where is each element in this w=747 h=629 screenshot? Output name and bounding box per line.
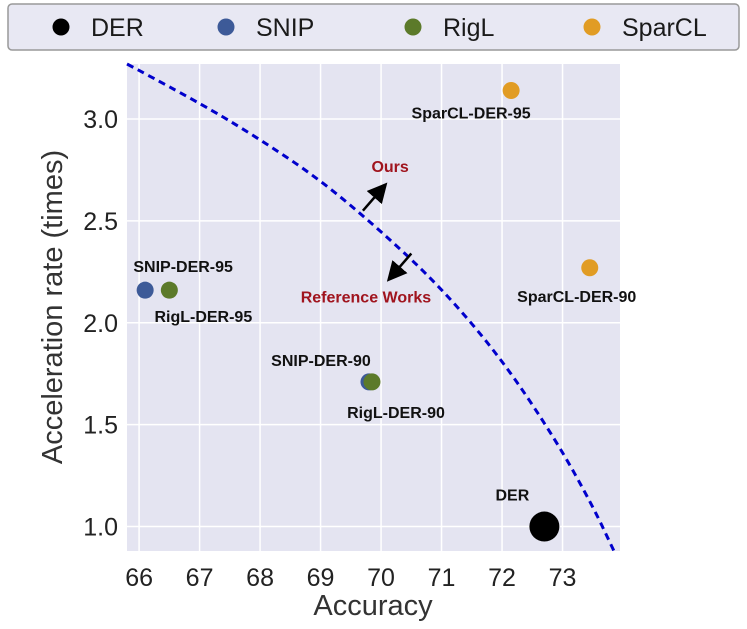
annotation-arrow-reference-works xyxy=(386,252,413,282)
point-rigl-der-90 xyxy=(363,373,381,391)
y-tick-label: 1.0 xyxy=(83,514,118,542)
annotation-ours: Ours xyxy=(371,159,408,176)
y-tick-label: 3.0 xyxy=(83,106,118,134)
point-label-snip-der-95: SNIP-DER-95 xyxy=(133,259,233,276)
x-tick-label: 73 xyxy=(549,564,577,592)
x-tick-label: 71 xyxy=(428,564,456,592)
y-axis-ticks: 1.0 1.5 2.0 2.5 3.0 xyxy=(83,106,118,542)
point-sparcl-der-95 xyxy=(502,81,520,99)
legend-label-der: DER xyxy=(91,14,144,42)
point-snip-der-95 xyxy=(136,281,154,299)
x-tick-label: 69 xyxy=(307,564,335,592)
legend-marker-sparcl xyxy=(583,18,601,36)
legend-marker-der xyxy=(52,18,70,36)
point-label-snip-der-90: SNIP-DER-90 xyxy=(271,353,371,370)
legend-label-snip: SNIP xyxy=(256,14,314,42)
point-der xyxy=(529,511,560,542)
legend-marker-rigl xyxy=(404,18,422,36)
y-tick-label: 2.0 xyxy=(83,310,118,338)
legend-marker-snip xyxy=(217,18,235,36)
grid xyxy=(127,64,620,551)
data-points xyxy=(136,81,599,542)
annotation-reference-works: Reference Works xyxy=(301,289,432,306)
legend-label-rigl: RigL xyxy=(443,14,495,42)
point-rigl-der-95 xyxy=(160,281,178,299)
x-tick-label: 68 xyxy=(246,564,274,592)
legend-box xyxy=(7,3,740,51)
plot-background xyxy=(127,64,620,551)
y-tick-label: 1.5 xyxy=(83,412,118,440)
point-label-der: DER xyxy=(495,488,529,505)
point-labels: DER SNIP-DER-95 SNIP-DER-90 RigL-DER-95 RigL… xyxy=(133,105,636,504)
legend-label-sparcl: SparCL xyxy=(622,14,707,42)
annotations: Ours Reference Works xyxy=(301,159,432,306)
legend: DER SNIP RigL SparCL xyxy=(7,3,740,51)
point-label-sparcl-der-95: SparCL-DER-95 xyxy=(412,105,531,122)
x-tick-label: 72 xyxy=(488,564,516,592)
y-tick-label: 2.5 xyxy=(83,208,118,236)
x-tick-label: 67 xyxy=(186,564,214,592)
point-label-rigl-der-90: RigL-DER-90 xyxy=(347,405,445,422)
x-axis-ticks: 66 67 68 69 70 71 72 73 xyxy=(125,564,576,592)
x-tick-label: 66 xyxy=(125,564,153,592)
x-axis-title: Accuracy xyxy=(313,590,433,622)
y-axis-title: Acceleration rate (times) xyxy=(37,150,69,464)
x-tick-label: 70 xyxy=(367,564,395,592)
point-label-rigl-der-95: RigL-DER-95 xyxy=(154,309,252,326)
point-label-sparcl-der-90: SparCL-DER-90 xyxy=(517,289,636,306)
annotation-arrow-ours xyxy=(361,182,388,212)
point-sparcl-der-90 xyxy=(581,259,599,277)
